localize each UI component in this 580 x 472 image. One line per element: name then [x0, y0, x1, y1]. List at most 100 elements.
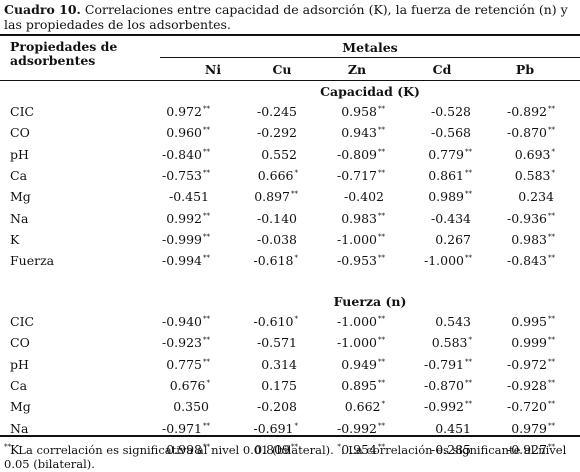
significance-mark: **	[548, 105, 555, 113]
significance-mark: **	[378, 105, 385, 113]
cell-value: -1.000	[336, 231, 377, 247]
cell-value: -0.451	[168, 189, 209, 205]
table-cell: -0.038	[218, 232, 298, 247]
significance-mark: *	[381, 400, 386, 409]
row-label: pH	[10, 146, 29, 162]
cell-value: -0.434	[430, 210, 471, 226]
cell-value: -0.999	[161, 231, 202, 247]
table-row: Ca -0.753** 0.666* -0.717** 0.861** 0.583*	[0, 168, 580, 189]
table-row: Na -0.971** -0.691* -0.992** 0.451 0.979**	[0, 421, 580, 442]
table-cell: 0.666*	[218, 168, 298, 183]
cell-value: 0.662	[344, 399, 381, 415]
significance-mark: *	[294, 421, 299, 430]
cell-value: 0.693	[514, 146, 551, 162]
table-cell: -0.992**	[392, 399, 472, 414]
footnote-mark-2: *	[337, 443, 341, 451]
table-cell: 0.693*	[475, 147, 555, 162]
bottom-rule	[0, 435, 580, 437]
table-cell: -0.928**	[475, 378, 555, 393]
cell-value: -0.972	[506, 356, 547, 372]
table-cell: -0.927**	[475, 442, 555, 457]
table-cell: 0.234	[475, 189, 555, 204]
significance-mark: **	[548, 357, 555, 366]
table-cell: 0.779**	[392, 147, 472, 162]
significance-mark: **	[465, 400, 472, 409]
cell-value: -0.753	[161, 167, 202, 183]
table-cell: -0.208	[218, 399, 298, 414]
cell-value: -0.691	[253, 420, 294, 436]
row-label: Mg	[10, 399, 31, 415]
significance-mark: **	[378, 357, 385, 366]
cell-value: -0.402	[343, 189, 384, 205]
metal-header-pb: Pb	[515, 62, 535, 77]
table-cell: -0.843**	[475, 253, 555, 268]
significance-mark: **	[378, 254, 385, 263]
row-label: Na	[10, 420, 29, 436]
cell-value: 0.267	[435, 231, 471, 247]
significance-mark: *	[294, 315, 299, 323]
row-label: CO	[10, 335, 30, 351]
significance-mark: **	[203, 315, 210, 323]
table-cell: 0.954**	[305, 442, 385, 457]
significance-mark: *	[468, 336, 473, 345]
table-cell: -0.140	[218, 211, 298, 226]
significance-mark: **	[548, 315, 555, 323]
table-cell: 0.989**	[392, 189, 472, 204]
row-label: CIC	[10, 104, 35, 119]
significance-mark: **	[548, 400, 555, 409]
table-cell: -0.994**	[130, 253, 210, 268]
table-cell: -0.940**	[130, 314, 210, 329]
significance-mark: **	[203, 105, 210, 113]
cell-value: 0.779	[428, 146, 464, 162]
cell-value: 0.979	[511, 420, 547, 436]
significance-mark: **	[378, 168, 385, 177]
significance-mark: **	[203, 421, 210, 430]
cell-value: 0.989	[428, 189, 464, 205]
cell-value: -0.870	[423, 377, 464, 393]
table-cell: -0.892**	[475, 104, 555, 119]
table-cell: 0.175	[218, 378, 298, 393]
row-label: pH	[10, 356, 29, 372]
cell-value: 0.350	[173, 399, 209, 415]
cell-value: -0.208	[256, 399, 297, 415]
table-cell: 0.267	[392, 232, 472, 247]
cell-value: 0.983	[511, 231, 547, 247]
significance-mark: **	[548, 336, 555, 345]
cell-value: -0.892	[506, 104, 547, 119]
row-label: Mg	[10, 189, 31, 205]
row-label: Na	[10, 210, 29, 226]
table-row: CIC 0.972** -0.245 0.958** -0.528 -0.892**	[0, 104, 580, 125]
significance-mark: **	[548, 421, 555, 430]
table-cell: -0.528	[392, 104, 472, 119]
cell-value: -1.000	[336, 314, 377, 329]
cell-value: -1.000	[423, 253, 464, 269]
cell-value: 0.234	[518, 189, 554, 205]
table-cell: 0.809**	[218, 442, 298, 457]
footnote-text-2: . La correlación es significante al nive…	[4, 443, 567, 471]
table-cell: 0.979**	[475, 421, 555, 436]
table-cell: -0.618*	[218, 253, 298, 268]
significance-mark: **	[291, 190, 298, 199]
significance-mark: **	[548, 126, 555, 135]
significance-mark: **	[203, 442, 210, 451]
significance-mark: **	[203, 357, 210, 366]
cell-value: -0.285	[430, 441, 471, 457]
table-row: Na 0.992** -0.140 0.983** -0.434 -0.936**	[0, 211, 580, 232]
table-cell: 0.972**	[130, 104, 210, 119]
significance-mark: **	[548, 442, 555, 451]
table-cell: -0.999**	[130, 232, 210, 247]
cell-value: -0.610	[253, 314, 294, 329]
table-footnote: **. La correlación es significativa al n…	[4, 440, 576, 471]
table-cell: -0.571	[218, 335, 298, 350]
table-cell: -0.720**	[475, 399, 555, 414]
table-caption: Cuadro 10. Correlaciones entre capacidad…	[4, 2, 574, 32]
significance-mark: *	[551, 147, 556, 156]
cell-value: 0.983	[341, 210, 377, 226]
cell-value: 0.949	[341, 356, 377, 372]
significance-mark: **	[548, 378, 555, 387]
table-cell: 0.552	[218, 147, 298, 162]
table-cell: -0.753**	[130, 168, 210, 183]
cell-value: -0.936	[506, 210, 547, 226]
table-cell: -0.840**	[130, 147, 210, 162]
table-cell: -1.000**	[305, 314, 385, 329]
